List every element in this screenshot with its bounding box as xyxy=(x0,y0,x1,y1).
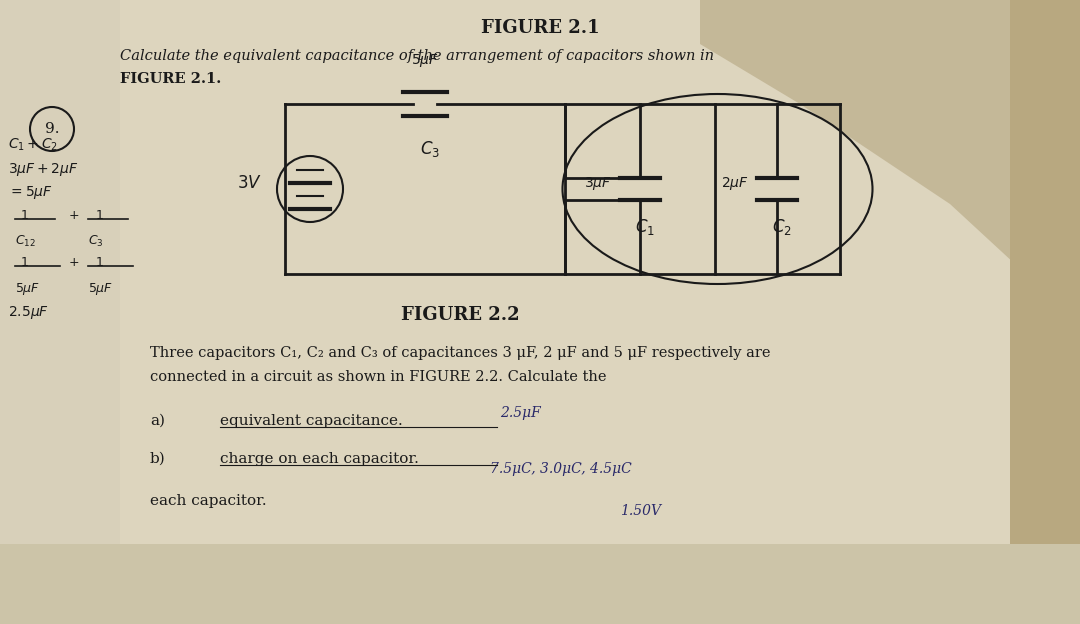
Text: $5\mu F$: $5\mu F$ xyxy=(87,281,113,297)
Text: $1$: $1$ xyxy=(95,256,104,269)
Text: $= 5\mu F$: $= 5\mu F$ xyxy=(8,184,53,201)
Text: $C_{12}$: $C_{12}$ xyxy=(15,234,36,249)
Text: $+$: $+$ xyxy=(68,256,79,269)
Text: $2\mu F$: $2\mu F$ xyxy=(721,175,750,192)
Text: $3\mu F + 2\mu F$: $3\mu F + 2\mu F$ xyxy=(8,161,79,178)
Text: charge on each capacitor.: charge on each capacitor. xyxy=(220,452,419,466)
Text: $C_2$: $C_2$ xyxy=(772,217,792,237)
Text: 2.5μF: 2.5μF xyxy=(500,406,541,420)
Text: Three capacitors C₁, C₂ and C₃ of capacitances 3 μF, 2 μF and 5 μF respectively : Three capacitors C₁, C₂ and C₃ of capaci… xyxy=(150,346,770,360)
Polygon shape xyxy=(700,0,1080,324)
Text: 7.5μC, 3.0μC, 4.5μC: 7.5μC, 3.0μC, 4.5μC xyxy=(490,462,632,476)
Text: a): a) xyxy=(150,414,165,428)
Bar xyxy=(0,544,1080,624)
Text: 9.: 9. xyxy=(44,122,59,136)
Text: $+$: $+$ xyxy=(68,209,79,222)
Text: Calculate the equivalent capacitance of the arrangement of capacitors shown in: Calculate the equivalent capacitance of … xyxy=(120,49,714,63)
Text: $C_1$: $C_1$ xyxy=(635,217,654,237)
Bar xyxy=(0,0,120,624)
Text: $1$: $1$ xyxy=(95,209,104,222)
Text: $2.5\mu F$: $2.5\mu F$ xyxy=(8,304,49,321)
Text: FIGURE 2.1: FIGURE 2.1 xyxy=(481,19,599,37)
Text: 1.50V: 1.50V xyxy=(620,504,661,518)
Text: $3\mu F$: $3\mu F$ xyxy=(584,175,612,192)
Text: FIGURE 2.2: FIGURE 2.2 xyxy=(401,306,519,324)
Text: equivalent capacitance.: equivalent capacitance. xyxy=(220,414,403,428)
Text: $5\mu F$: $5\mu F$ xyxy=(15,281,40,297)
Text: $1$: $1$ xyxy=(21,256,29,269)
Text: FIGURE 2.1.: FIGURE 2.1. xyxy=(120,72,221,86)
Text: connected in a circuit as shown in FIGURE 2.2. Calculate the: connected in a circuit as shown in FIGUR… xyxy=(150,370,607,384)
Text: $C_3$: $C_3$ xyxy=(87,234,104,249)
Text: b): b) xyxy=(150,452,165,466)
Text: each capacitor.: each capacitor. xyxy=(150,494,267,508)
Text: $3V$: $3V$ xyxy=(238,175,262,192)
Text: $1$: $1$ xyxy=(21,209,29,222)
Text: $C_3$: $C_3$ xyxy=(420,139,440,159)
Bar xyxy=(1010,0,1080,624)
Text: $5\mu F$: $5\mu F$ xyxy=(411,52,438,69)
Text: $C_1 + C_2$: $C_1 + C_2$ xyxy=(8,137,58,154)
